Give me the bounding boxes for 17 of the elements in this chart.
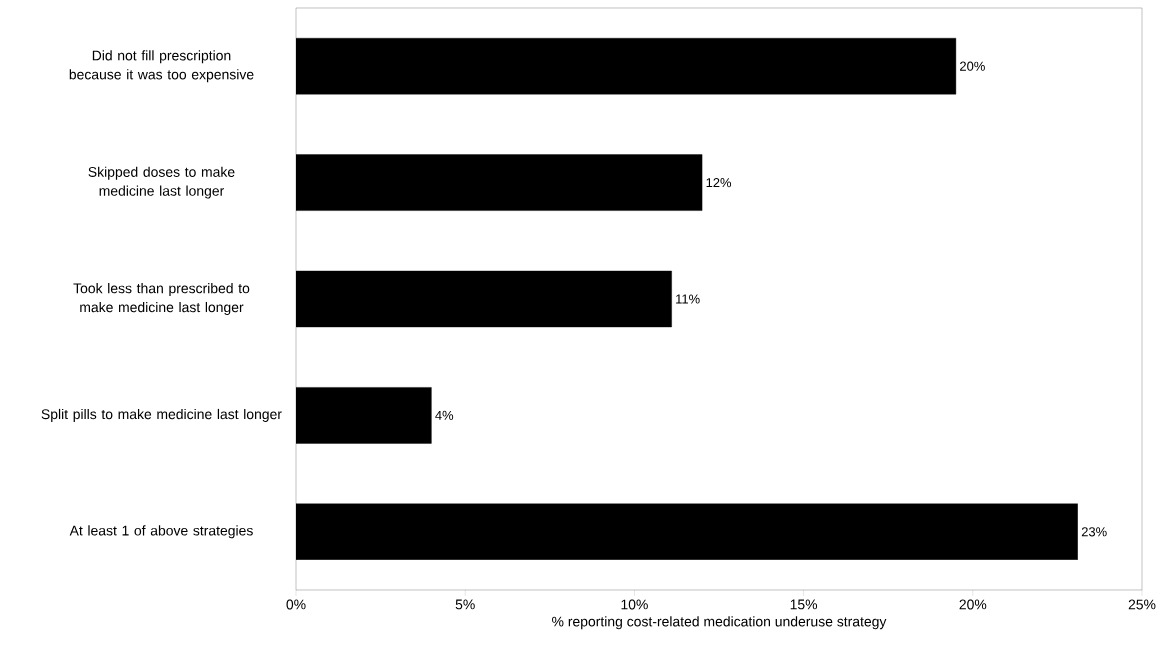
y-tick-label: Skipped doses to make medicine last longer — [88, 166, 235, 199]
x-tick-label: 15% — [790, 599, 818, 610]
x-tick-label: 10% — [621, 599, 648, 610]
x-tick-label: 0% — [286, 599, 306, 610]
x-axis-title: % reporting cost-related medication underuse strategy — [552, 616, 887, 630]
y-tick-label: Split pills to make medicine last longer — [41, 408, 282, 422]
y-tick-label: Took less than prescribed to make medicine last longer — [73, 283, 250, 315]
data-label: 12% — [706, 178, 732, 188]
data-label: 23% — [1081, 527, 1107, 537]
x-tick-label: 20% — [959, 599, 987, 610]
x-tick-label: 5% — [455, 599, 475, 610]
data-label: 11% — [676, 294, 700, 304]
y-tick-label: Did not fill prescription because it was too expensive — [69, 50, 254, 83]
data-label: 4% — [435, 410, 454, 420]
y-tick-label: At least 1 of above strategies — [69, 525, 253, 539]
x-tick-label: 25% — [1128, 599, 1156, 610]
data-label: 20% — [960, 61, 985, 71]
